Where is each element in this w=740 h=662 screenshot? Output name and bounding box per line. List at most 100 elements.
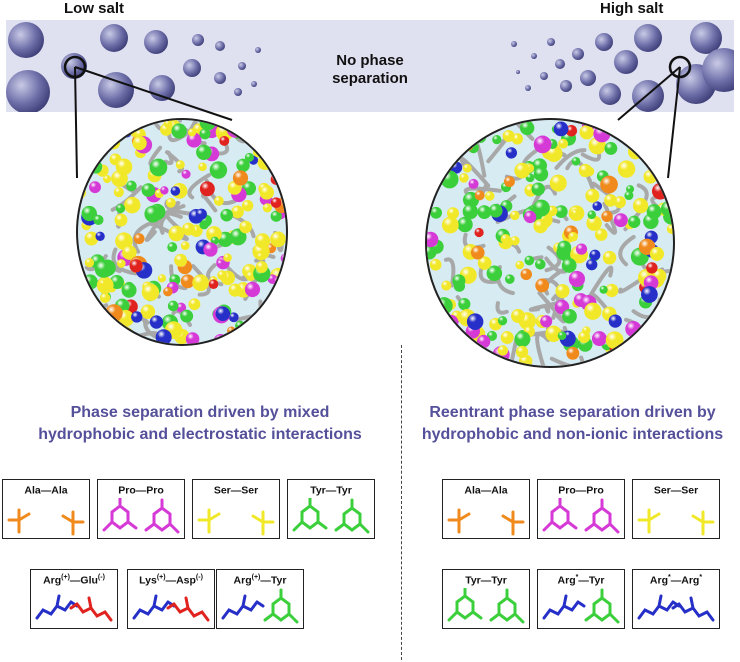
bead [165, 197, 176, 208]
residue-stick [221, 594, 265, 620]
pair-label: Ala—Ala [3, 484, 89, 497]
bead [132, 135, 147, 151]
polymer-chain [663, 268, 673, 274]
droplet [547, 38, 555, 46]
bead [515, 345, 529, 359]
droplet [183, 59, 201, 77]
residue-structures [35, 594, 113, 622]
residue-a: Arg [233, 574, 252, 587]
bead [625, 320, 642, 337]
droplet [238, 62, 246, 70]
droplet [215, 41, 225, 51]
bead [84, 231, 99, 246]
bead [167, 300, 179, 312]
bead [604, 141, 618, 155]
right-heading-line1: Reentrant phase separation driven by [429, 404, 716, 421]
bead [140, 304, 156, 319]
droplet [98, 72, 134, 108]
bead [462, 163, 472, 173]
left-pair-ala-ala: Ala—Ala [2, 479, 90, 539]
bead [175, 160, 185, 170]
bead [141, 283, 160, 302]
bead [181, 169, 191, 179]
bead [666, 224, 673, 234]
bead [98, 332, 117, 344]
bead [441, 280, 452, 291]
pair-label: Pro—Pro [538, 484, 624, 497]
bead [208, 279, 219, 289]
bead [431, 318, 443, 330]
bead [163, 120, 173, 129]
right-pair-pro-pro: Pro—Pro [537, 479, 625, 539]
residue-b: Tyr [491, 574, 507, 587]
bead [582, 326, 591, 335]
residue-stick [61, 510, 85, 536]
bead [155, 329, 172, 344]
bead [144, 205, 162, 223]
bead [213, 196, 224, 206]
residue-stick [584, 588, 620, 624]
pair-dash: — [165, 574, 177, 587]
residue-a-charge: (+) [156, 574, 166, 581]
bead [568, 270, 586, 288]
high-salt-simulation-snapshot [425, 118, 675, 368]
bead [427, 356, 435, 366]
bead [600, 175, 618, 194]
residue-b: Pro [586, 484, 604, 497]
residue-a-charge: * [575, 574, 579, 581]
residue-a: Arg [649, 574, 669, 587]
bead [182, 222, 195, 236]
bead [472, 349, 488, 364]
droplet [251, 81, 257, 87]
bead [103, 174, 112, 184]
bead [174, 253, 188, 267]
bead [613, 196, 626, 209]
residue-b: Glu [80, 574, 98, 587]
right-pair-tyr-tyr: Tyr—Tyr [442, 569, 530, 629]
bead [589, 249, 601, 261]
bead [196, 144, 212, 160]
left-pair-ser-ser: Ser—Ser [192, 479, 280, 539]
bead [237, 325, 254, 342]
pair-label: Arg*—Arg* [633, 574, 719, 587]
bead [227, 326, 236, 336]
bead [171, 123, 187, 139]
left-pair-arg-tyr: Arg(+)—Tyr [216, 569, 304, 629]
bead [515, 260, 524, 270]
polymer-chain [146, 337, 154, 344]
bead [186, 132, 202, 148]
bead [470, 245, 485, 260]
polymer-chain [235, 313, 271, 329]
polymer-chain [155, 224, 189, 241]
bead [241, 200, 254, 212]
pair-label: Arg(+)—Glu(-) [31, 574, 117, 587]
bead [180, 309, 194, 323]
pair-label: Tyr—Tyr [443, 574, 529, 587]
bead [553, 121, 569, 137]
pair-dash: — [480, 574, 492, 587]
bead [510, 236, 520, 246]
residue-a: Ala [464, 484, 481, 497]
bead [436, 355, 447, 365]
bead [92, 333, 103, 344]
bead [557, 240, 572, 255]
bead [632, 198, 649, 214]
pair-dash: — [575, 484, 587, 497]
bead [170, 186, 181, 196]
bead [565, 124, 578, 137]
droplet [255, 47, 261, 53]
bead [653, 348, 665, 361]
residue-a: Ser [213, 484, 231, 497]
droplet [531, 53, 537, 59]
bead [115, 203, 126, 214]
bead [167, 242, 178, 253]
bead [549, 174, 567, 192]
residue-stick [251, 510, 275, 536]
pair-label: Tyr—Tyr [288, 484, 374, 497]
bead [430, 206, 442, 219]
bead [613, 213, 628, 228]
bead [602, 250, 617, 265]
polymer-chain [97, 303, 109, 336]
residue-b-charge: (-) [97, 574, 105, 581]
bead [505, 274, 515, 284]
